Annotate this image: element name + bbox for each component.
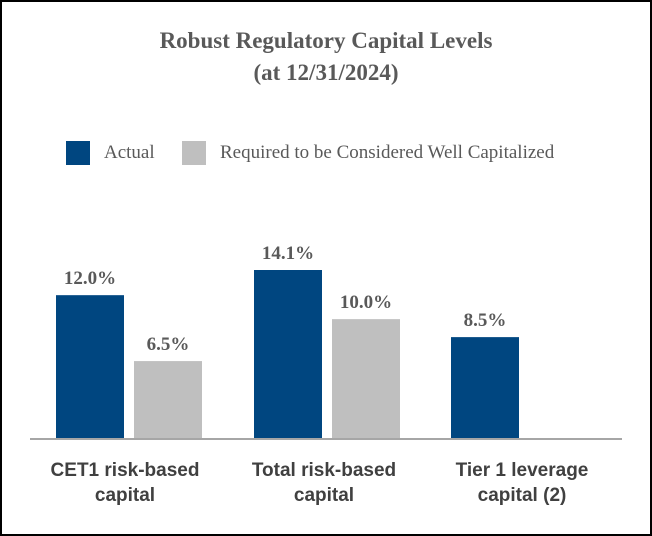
- data-label-required-total: 10.0%: [340, 292, 392, 313]
- legend: Actual Required to be Considered Well Ca…: [0, 138, 652, 168]
- data-label-required-cet1: 6.5%: [147, 334, 190, 355]
- category-label-tier1-line1: Tier 1 leverage: [455, 460, 589, 481]
- legend-label-actual: Actual: [104, 142, 155, 163]
- chart-subtitle: (at 12/31/2024): [253, 60, 399, 85]
- bar-required-cet1: [134, 361, 202, 439]
- category-label-cet1-line1: CET1 risk-based: [50, 460, 200, 481]
- legend-item-actual: Actual: [66, 138, 155, 168]
- category-label-total-line2: capital: [293, 485, 355, 506]
- category-label-tier1: Tier 1 leverage capital (2): [407, 458, 637, 508]
- legend-swatch-actual: [66, 141, 90, 165]
- category-label-cet1-line2: capital: [94, 485, 156, 506]
- bar-actual-tier1: [451, 337, 519, 439]
- legend-swatch-required: [182, 141, 206, 165]
- category-label-tier1-line2: capital (2): [477, 485, 567, 506]
- category-label-total-line1: Total risk-based: [251, 460, 397, 481]
- bar-actual-cet1: [56, 295, 124, 439]
- category-label-cet1: CET1 risk-based capital: [10, 458, 240, 508]
- data-label-actual-total: 14.1%: [262, 243, 314, 264]
- legend-label-required: Required to be Considered Well Capitaliz…: [220, 142, 555, 163]
- data-label-actual-cet1: 12.0%: [64, 268, 116, 289]
- bar-required-total: [332, 319, 400, 439]
- category-label-total: Total risk-based capital: [209, 458, 439, 508]
- data-label-actual-tier1: 8.5%: [464, 310, 507, 331]
- legend-item-required: Required to be Considered Well Capitaliz…: [182, 138, 554, 168]
- bar-actual-total: [254, 270, 322, 439]
- chart-title: Robust Regulatory Capital Levels: [159, 28, 493, 53]
